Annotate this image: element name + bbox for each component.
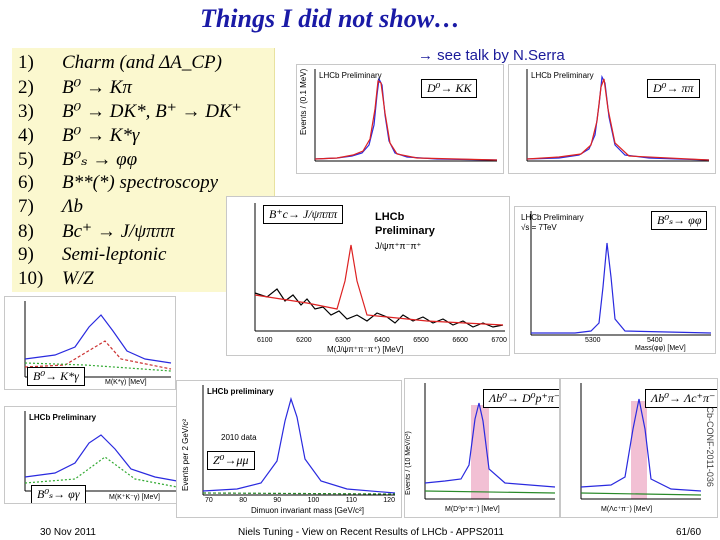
y-axis-label: Events / (10 MeV/c²) [405, 431, 412, 495]
lhcb-preliminary-label: LHCb Preliminary [531, 71, 594, 80]
plot-label: B⁰→ K*γ [27, 367, 85, 386]
x-axis-label: M(Λc⁺π⁻) [MeV] [601, 506, 653, 513]
slide-title: Things I did not show… [199, 4, 461, 33]
plot-label: Z⁰→μμ [207, 451, 255, 470]
x-axis-label: M(J/ψπ⁺π⁻π⁺) [MeV] [327, 345, 404, 354]
topic-list: 1) Charm (and ΔA_CP) 2) B⁰ → Kπ 3) B⁰ → DK*… [12, 48, 275, 292]
topic-item: 7) Λb [18, 196, 83, 217]
plot-label: Λb⁰→ D⁰p⁺π⁻ [483, 389, 559, 408]
b-kstar-gamma-plot: M(K*γ) [MeV] B⁰→ K*γ [4, 296, 176, 390]
x-axis-label: M(K*γ) [MeV] [105, 379, 147, 386]
lhcb-label: LHCb [375, 211, 405, 223]
x-axis-label: M(K⁺K⁻γ) [MeV] [109, 494, 160, 501]
topic-item: 1) Charm (and ΔA_CP) [18, 52, 222, 73]
see-talk-note: → see talk by N.Serra [418, 47, 565, 64]
y-axis-label: Events / (0.1 MeV) [299, 68, 308, 135]
topic-item: 6) B**(*) spectroscopy [18, 172, 218, 193]
z-mumu-figure [202, 385, 396, 496]
bc-jpsipipipi-plot: LHCb Preliminary J/ψπ⁺π⁻π⁺ 6100 6200 6300 6… [226, 196, 510, 356]
legend-label: 2010 data [221, 433, 257, 442]
bs-phiphi-plot: LHCb Preliminary √s = 7TeV 5300 5400 Mas… [514, 206, 716, 354]
plot-label: B⁰ₛ→ φφ [651, 211, 708, 230]
x-axis-label: M(D⁰p⁺π⁻) [MeV] [445, 506, 500, 513]
d0-pipi-figure [526, 69, 710, 162]
topic-item: 8) Bc⁺ → J/ψπππ [18, 221, 175, 242]
topic-item: 9) Semi-leptonic [18, 244, 167, 265]
x-axis-ticks: 70 80 90 100 110 120 [205, 497, 395, 504]
plot-label: Λb⁰→ Λc⁺π⁻ [645, 389, 717, 408]
lambdab-d0ppi-plot: Events / (10 MeV/c²) M(D⁰p⁺π⁻) [MeV] Λb⁰… [404, 378, 560, 518]
lambdab-lambdacpi-plot: M(Λc⁺π⁻) [MeV] LHCb-CONF-2011-036 Λb⁰→ Λ… [560, 378, 718, 518]
lhcb-preliminary-label: LHCb Preliminary [521, 213, 584, 222]
x-axis-label: Dimuon invariant mass [GeV/c²] [251, 506, 364, 515]
lambdab-d0ppi-figure [424, 383, 556, 500]
topic-item: 5) B⁰ₛ → φφ [18, 149, 138, 170]
bs-phigamma-plot: LHCb Preliminary M(K⁺K⁻γ) [MeV] B⁰ₛ→ φγ [4, 406, 182, 504]
lhcb-preliminary-label: LHCb Preliminary [29, 413, 97, 422]
lhcb-preliminary-label: LHCb Preliminary [319, 71, 382, 80]
lambdab-lambdacpi-figure [580, 383, 702, 500]
z-mumu-plot: LHCb preliminary 2010 data Events per 2 … [176, 380, 402, 518]
d0-kk-figure [314, 69, 498, 162]
lhcb-preliminary-label: LHCb preliminary [207, 387, 274, 396]
plot-label: B⁰ₛ→ φγ [31, 485, 86, 503]
x-tick: 5300 [585, 337, 601, 344]
footer-date: 30 Nov 2011 [40, 527, 96, 538]
topic-item: 10) W/Z [18, 268, 94, 289]
sqrt-s-label: √s = 7TeV [521, 223, 557, 232]
conf-note-label: LHCb-CONF-2011-036 [705, 395, 715, 487]
topic-item: 2) B⁰ → Kπ [18, 77, 132, 98]
y-axis-label: Events per 2 GeV/c² [181, 418, 190, 491]
preliminary-label: Preliminary [375, 225, 435, 237]
footer-page: 61/60 [676, 527, 702, 538]
d0-kk-plot: LHCb Preliminary Events / (0.1 MeV) D⁰→ … [296, 64, 504, 174]
d0-pipi-plot: LHCb Preliminary D⁰→ ππ [508, 64, 716, 174]
footer-center: Niels Tuning - View on Recent Results of… [238, 527, 504, 538]
x-axis-ticks: 6100 6200 6300 6400 6500 6600 6700 [257, 337, 507, 344]
topic-item: 4) B⁰ → K*γ [18, 125, 140, 146]
plot-label: D⁰→ KK [421, 79, 478, 98]
decay-label: J/ψπ⁺π⁻π⁺ [375, 241, 422, 251]
x-axis-label: Mass(φφ) [MeV] [635, 345, 686, 352]
x-tick: 5400 [647, 337, 663, 344]
plot-label: B⁺c→ J/ψπππ [263, 205, 344, 224]
bc-figure [254, 203, 505, 332]
plot-label: D⁰→ ππ [647, 79, 700, 98]
topic-item: 3) B⁰ → DK*, B⁺ → DK⁺ [18, 101, 242, 122]
bs-phiphi-figure [530, 211, 712, 336]
